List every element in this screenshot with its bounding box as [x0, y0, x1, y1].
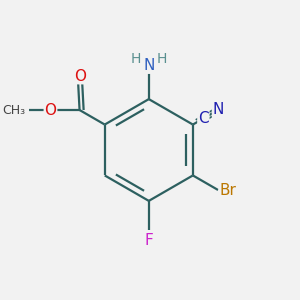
Text: C: C	[198, 111, 209, 126]
Text: Br: Br	[219, 183, 236, 198]
Text: CH₃: CH₃	[3, 103, 26, 116]
Text: F: F	[144, 233, 153, 248]
Text: N: N	[213, 102, 224, 117]
Text: O: O	[44, 103, 56, 118]
Text: N: N	[143, 58, 154, 73]
Text: O: O	[74, 68, 86, 83]
Text: H: H	[157, 52, 167, 66]
Text: H: H	[130, 52, 141, 66]
